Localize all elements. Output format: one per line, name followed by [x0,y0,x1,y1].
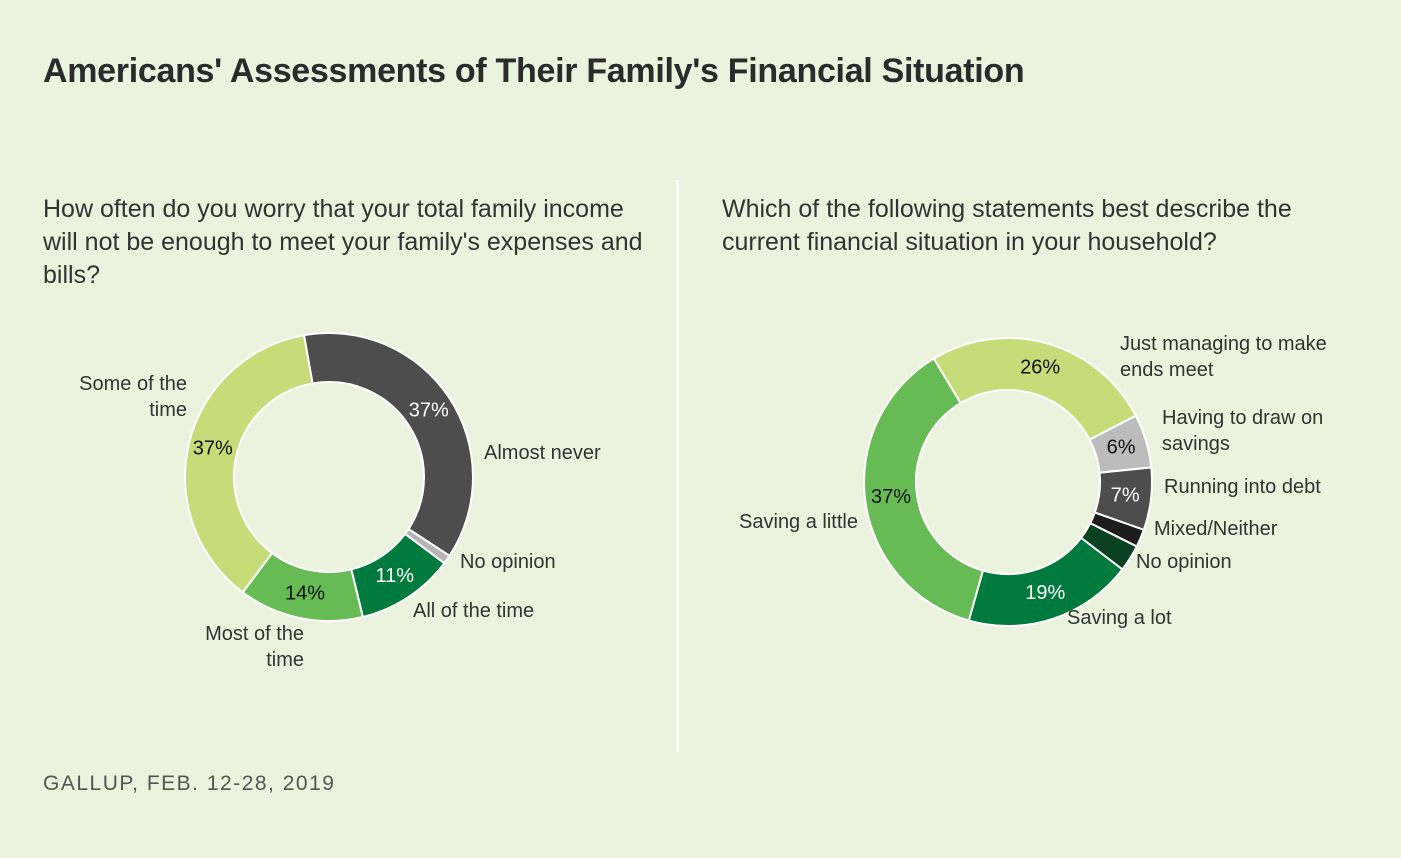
value-label: 7% [1111,484,1140,506]
slice-label: Saving a little [739,511,858,533]
value-label: 11% [376,565,415,587]
value-label: 37% [871,486,911,508]
slice-label: Just managing to make ends meet [1120,333,1327,381]
slice-label: Saving a lot [1067,607,1172,629]
value-label: 19% [1025,582,1065,604]
slice-label: Most of the time [205,623,304,671]
donut-slice [863,357,985,622]
slice-label: All of the time [413,600,535,622]
question: How often do you worry that your total f… [43,195,643,289]
source: GALLUP, FEB. 12-28, 2019 [43,772,336,795]
divider [676,180,679,752]
slice-label: Almost never [484,442,601,464]
slice-label: No opinion [460,551,556,573]
donut-slice [302,332,474,558]
slice-label: Having to draw on savings [1162,407,1324,455]
value-label: 6% [1107,437,1136,459]
slice-label: No opinion [1136,551,1232,573]
question: Which of the following statements best d… [722,195,1292,256]
value-label: 26% [1020,357,1060,379]
slice-label: Mixed/Neither [1154,518,1278,540]
slice-label: Running into debt [1164,476,1321,498]
title: Americans' Assessments of Their Family's… [43,52,1025,90]
donut-slice [932,336,1138,442]
value-label: 37% [193,438,233,460]
donut-slice [184,334,314,594]
value-label: 37% [409,399,449,421]
value-label: 14% [285,582,325,604]
slice-label: Some of the time [79,373,187,421]
